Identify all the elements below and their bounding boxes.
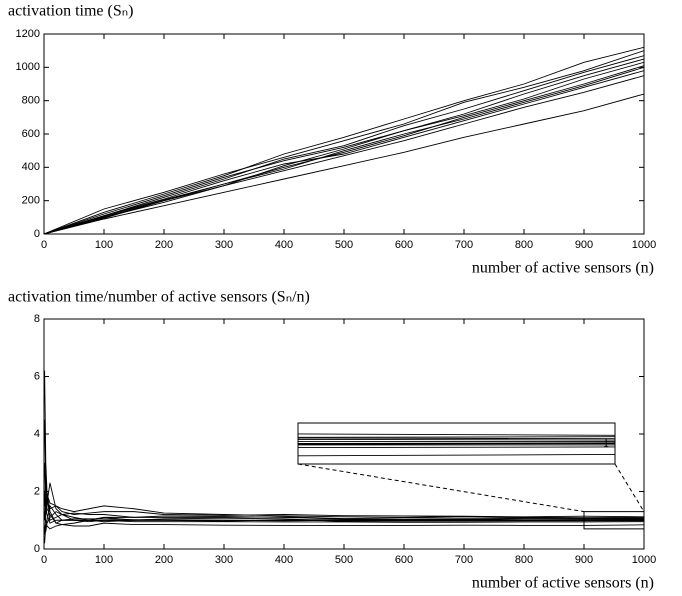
y-tick-label: 0 bbox=[34, 228, 40, 240]
zoom-connector bbox=[614, 463, 645, 512]
x-tick-label: 800 bbox=[515, 554, 533, 566]
x-tick-label: 700 bbox=[455, 554, 473, 566]
series-line bbox=[44, 491, 644, 530]
x-tick-label: 100 bbox=[95, 554, 113, 566]
series-line bbox=[298, 442, 615, 444]
series-line bbox=[44, 46, 644, 234]
series-line bbox=[298, 446, 615, 449]
series-line bbox=[44, 93, 644, 234]
x-tick-label: 400 bbox=[275, 554, 293, 566]
zoom-connector bbox=[297, 463, 585, 513]
y-tick-label: 1200 bbox=[16, 28, 40, 40]
axes-box bbox=[43, 33, 645, 235]
series-line bbox=[44, 462, 644, 524]
x-tick-label: 300 bbox=[215, 239, 233, 251]
series-line bbox=[298, 436, 615, 438]
x-tick-label: 200 bbox=[155, 239, 173, 251]
series-line bbox=[44, 58, 644, 234]
x-tick-label: 500 bbox=[335, 239, 353, 251]
x-tick-label: 600 bbox=[395, 239, 413, 251]
x-tick-label: 900 bbox=[575, 239, 593, 251]
y-tick-label: 400 bbox=[22, 161, 40, 173]
plot-area bbox=[44, 46, 644, 234]
inset-tick-label: 1 bbox=[603, 435, 609, 449]
y-tick-label: 0 bbox=[34, 543, 40, 555]
x-axis-label: number of active sensors (n) bbox=[472, 575, 654, 592]
series-line bbox=[298, 453, 615, 457]
series-line bbox=[44, 504, 644, 544]
x-tick-label: 600 bbox=[395, 554, 413, 566]
series-line bbox=[44, 477, 644, 522]
chart-title: activation time/number of active sensors… bbox=[8, 289, 310, 306]
series-line bbox=[44, 494, 644, 518]
x-tick-label: 800 bbox=[515, 239, 533, 251]
x-tick-label: 100 bbox=[95, 239, 113, 251]
x-axis-label: number of active sensors (n) bbox=[472, 260, 654, 277]
series-line bbox=[44, 61, 644, 234]
series-line bbox=[298, 443, 615, 445]
y-tick-label: 6 bbox=[34, 370, 40, 382]
x-tick-label: 700 bbox=[455, 239, 473, 251]
x-tick-label: 1000 bbox=[632, 554, 656, 566]
y-tick-label: 600 bbox=[22, 128, 40, 140]
x-tick-label: 900 bbox=[575, 554, 593, 566]
y-tick-label: 8 bbox=[34, 313, 40, 325]
y-tick-label: 2 bbox=[34, 485, 40, 497]
series-line bbox=[44, 497, 644, 524]
series-line bbox=[44, 370, 644, 527]
series-line bbox=[298, 438, 615, 441]
x-tick-label: 400 bbox=[275, 239, 293, 251]
series-line bbox=[298, 433, 615, 436]
x-tick-label: 1000 bbox=[632, 239, 656, 251]
plot-area bbox=[44, 370, 644, 544]
x-tick-label: 200 bbox=[155, 554, 173, 566]
series-line bbox=[44, 75, 644, 234]
x-tick-label: 500 bbox=[335, 554, 353, 566]
series-line bbox=[44, 70, 644, 234]
x-tick-label: 300 bbox=[215, 554, 233, 566]
chart-title: activation time (Sₙ) bbox=[8, 3, 133, 20]
y-tick-label: 1000 bbox=[16, 61, 40, 73]
zoom-box bbox=[583, 511, 645, 530]
y-tick-label: 4 bbox=[34, 428, 40, 440]
series-line bbox=[44, 65, 644, 234]
y-tick-label: 200 bbox=[22, 195, 40, 207]
x-tick-label: 0 bbox=[41, 554, 47, 566]
y-tick-label: 800 bbox=[22, 95, 40, 107]
inset-area bbox=[298, 433, 615, 457]
series-line bbox=[298, 437, 615, 440]
series-line bbox=[44, 55, 644, 234]
series-line bbox=[44, 50, 644, 234]
x-tick-label: 0 bbox=[41, 239, 47, 251]
